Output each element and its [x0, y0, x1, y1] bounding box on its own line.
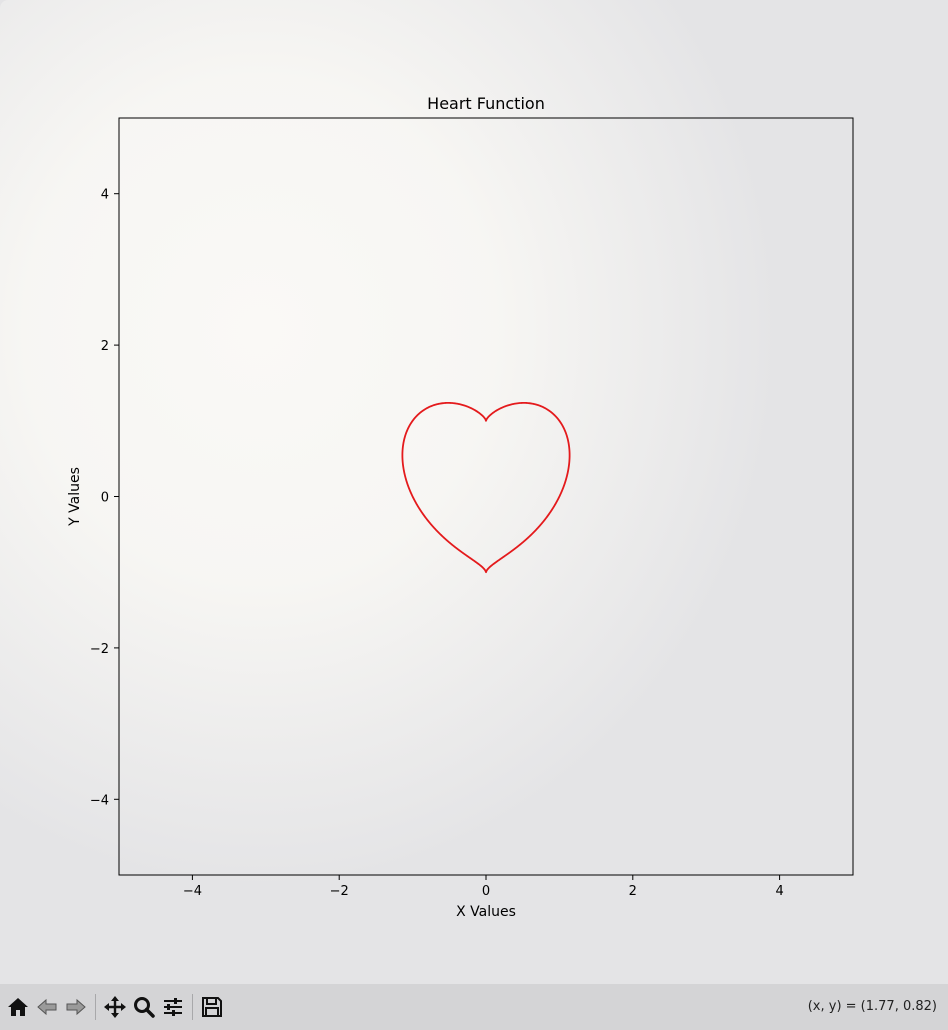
forward-button[interactable]	[62, 993, 90, 1021]
x-tick-label: −4	[183, 884, 202, 899]
y-tick-label: 4	[101, 188, 109, 203]
heart-curve-line	[401, 401, 571, 574]
pan-icon	[104, 996, 126, 1018]
y-axis-label: Y Values	[67, 467, 83, 527]
heart-function-plot[interactable]: −4 −2 0 2 4 −4 −2 0 2 4 Heart Function X Values Y Va…	[0, 0, 948, 984]
x-tick-label: −2	[330, 884, 349, 899]
chart-title: Heart Function	[427, 94, 545, 113]
cursor-coordinates: (x, y) = (1.77, 0.82)	[807, 999, 937, 1014]
y-tick-label: 0	[101, 491, 109, 506]
axes: −4 −2 0 2 4 −4 −2 0 2 4 Heart Function X Values Y Va…	[67, 94, 854, 920]
x-tick-label: 2	[629, 884, 637, 899]
configure-subplots-button[interactable]	[159, 993, 187, 1021]
save-icon	[202, 997, 222, 1017]
configure-icon	[164, 998, 182, 1016]
pan-button[interactable]	[101, 993, 129, 1021]
toolbar-separator	[192, 994, 193, 1020]
zoom-button[interactable]	[130, 993, 158, 1021]
figure-canvas[interactable]: −4 −2 0 2 4 −4 −2 0 2 4 Heart Function X Values Y Va…	[0, 0, 948, 984]
y-tick-label: −2	[90, 642, 109, 657]
back-button[interactable]	[33, 993, 61, 1021]
forward-icon	[66, 998, 86, 1016]
y-tick-label: −4	[90, 793, 109, 808]
home-button[interactable]	[4, 993, 32, 1021]
axes-frame	[118, 117, 854, 876]
y-tick-label: 2	[101, 339, 109, 354]
save-button[interactable]	[198, 993, 226, 1021]
navigation-toolbar: (x, y) = (1.77, 0.82)	[0, 984, 948, 1030]
x-axis-label: X Values	[456, 904, 516, 920]
toolbar-separator	[95, 994, 96, 1020]
x-tick-label: 4	[775, 884, 783, 899]
zoom-icon	[134, 997, 155, 1018]
home-icon	[8, 998, 28, 1016]
back-icon	[37, 998, 57, 1016]
x-tick-label: 0	[482, 884, 490, 899]
